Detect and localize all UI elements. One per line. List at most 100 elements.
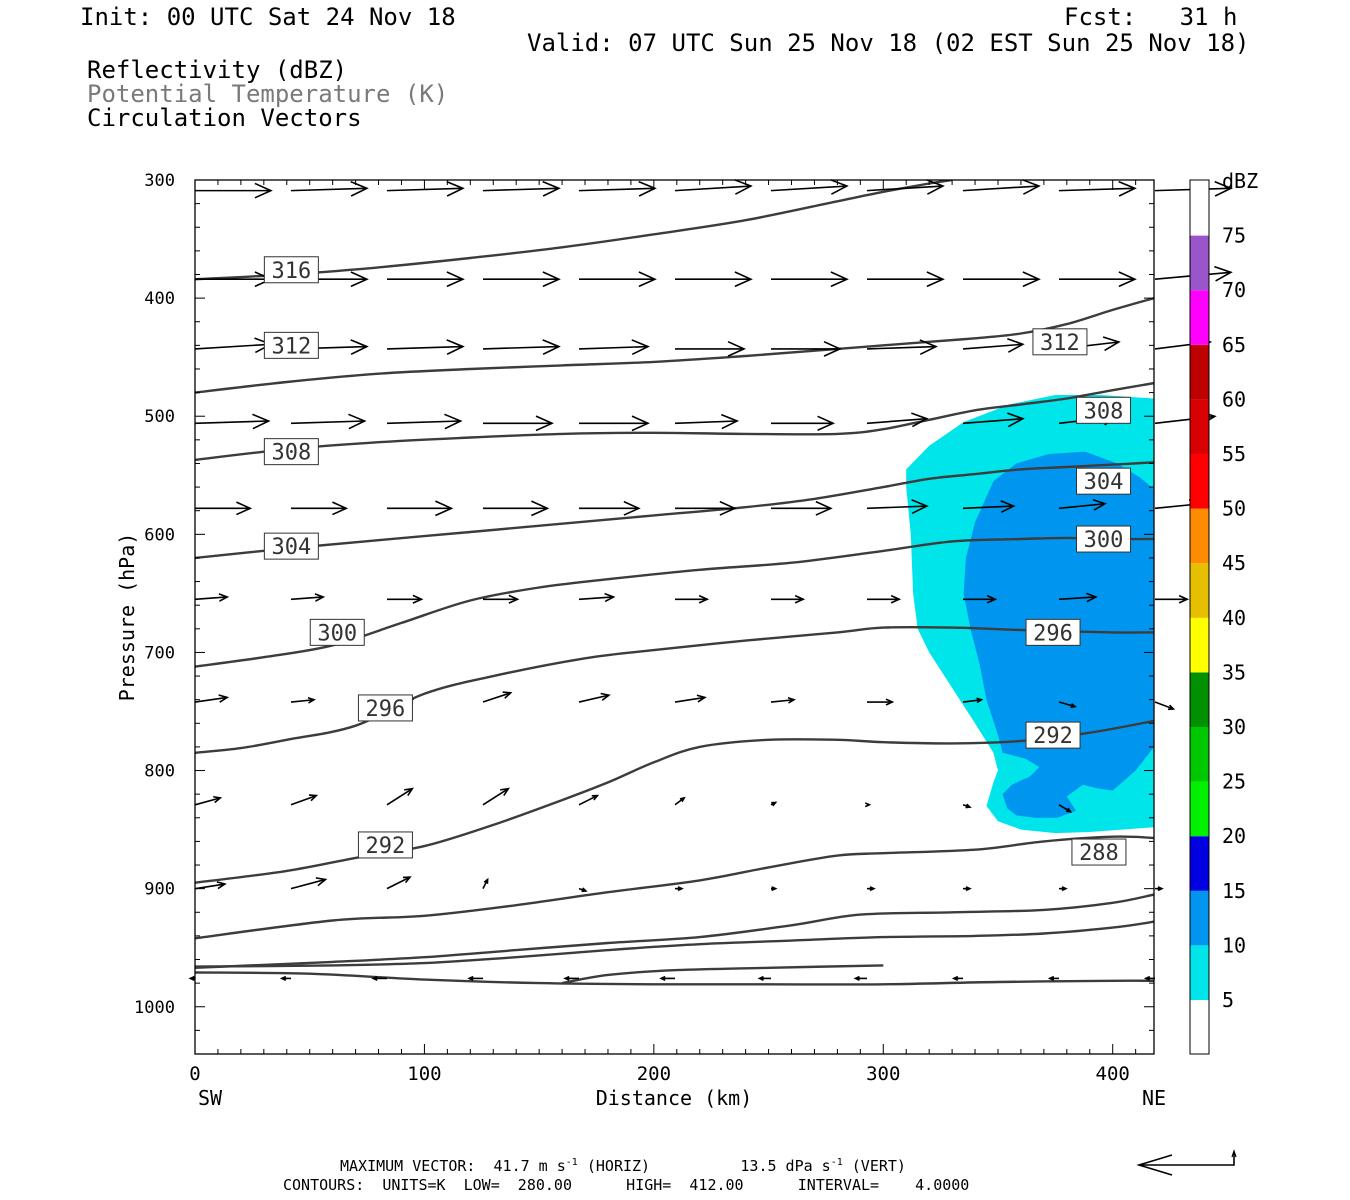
circulation-vector: [291, 501, 349, 516]
isentrope-316: [195, 180, 953, 281]
circulation-vector: [194, 795, 223, 806]
init-time: Init: 00 UTC Sat 24 Nov 18: [80, 3, 456, 31]
circulation-vector: [963, 594, 998, 604]
isentrope-label: 292: [1025, 721, 1081, 749]
circulation-vector: [675, 886, 684, 892]
circulation-vector: [563, 975, 579, 981]
circulation-vector: [579, 500, 641, 516]
colorbar-label: 40: [1222, 606, 1246, 630]
colorbar-swatch: [1190, 454, 1209, 509]
circulation-vector: [483, 500, 550, 517]
axes: 300 400 500 600 700 800 900 1000 0 100 200 300 400 SW…: [115, 171, 1166, 1110]
y-tick-label: 500: [144, 407, 175, 427]
isentrope-label: 312: [263, 331, 319, 359]
forecast-hour: Fcst: 31 h: [1064, 3, 1238, 31]
y-tick-label: 800: [144, 762, 175, 782]
circulation-vector: [951, 975, 963, 981]
isentrope-label: 296: [357, 694, 413, 722]
circulation-vector: [757, 975, 771, 981]
isentrope-label: 292: [357, 831, 413, 859]
colorbar-swatch: [1190, 781, 1209, 837]
isentrope-unlabeled: [195, 893, 1154, 969]
colorbar-swatch: [1190, 727, 1209, 782]
isentrope-label: 300: [1076, 525, 1132, 553]
circulation-vector: [194, 881, 227, 890]
colorbar-swatch: [1190, 290, 1209, 345]
colorbar-label: 35: [1222, 660, 1246, 684]
circulation-vector: [482, 787, 510, 806]
colorbar-swatch: [1190, 399, 1209, 454]
circulation-vector: [386, 876, 412, 890]
circulation-vector: [290, 593, 326, 602]
circulation-vector: [195, 501, 253, 516]
svg-text:300: 300: [317, 621, 357, 646]
circulation-vector: [290, 794, 319, 806]
circulation-vector: [386, 180, 465, 197]
colorbar-label: 75: [1222, 224, 1246, 248]
circulation-vector: [770, 801, 778, 807]
plot-frame: [194, 179, 1155, 1055]
circulation-vector: [579, 415, 650, 432]
y-tick-label: 1000: [134, 998, 175, 1018]
circulation-vector: [194, 337, 273, 354]
circulation-vector: [371, 975, 387, 981]
circulation-vector: [483, 594, 520, 604]
x-end-label-right: NE: [1142, 1086, 1166, 1110]
circulation-vector: [770, 696, 796, 704]
colorbar-label: 65: [1222, 333, 1246, 357]
colorbar-label: 30: [1222, 715, 1246, 739]
svg-text:296: 296: [366, 697, 406, 722]
colorbar-label: 25: [1222, 770, 1246, 794]
circulation-vector: [963, 886, 972, 892]
isentrope-labels: 316 312 308 304 300 296 292 312 308 304 300 296 292 2…: [263, 256, 1132, 866]
svg-text:308: 308: [1084, 399, 1124, 424]
circulation-vector: [1058, 498, 1107, 511]
circulation-vector: [483, 415, 554, 432]
isentrope-unlabeled: [195, 920, 1154, 968]
isentrope-label: 288: [1071, 838, 1127, 866]
svg-text:292: 292: [366, 834, 406, 859]
circulation-vector: [962, 337, 1025, 353]
isentrope-label: 296: [1025, 618, 1081, 646]
units-exp: -1: [830, 1157, 843, 1168]
circulation-vector: [1058, 804, 1073, 813]
valid-time: Valid: 07 UTC Sun 25 Nov 18 (02 EST Sun …: [527, 29, 1250, 57]
isentrope-unlabeled: [195, 835, 1154, 940]
circulation-vector: [188, 975, 195, 981]
circulation-vector: [675, 340, 746, 357]
svg-text:308: 308: [271, 441, 311, 466]
circulation-vector: [866, 412, 929, 428]
isentrope-label: 300: [309, 618, 365, 646]
colorbar-border: [1189, 179, 1210, 1055]
isentrope-304: [195, 461, 1154, 560]
circulation-vector: [1059, 886, 1068, 892]
circulation-vector: [387, 594, 424, 604]
units-exp: -1: [565, 1157, 578, 1168]
colorbar-swatch: [1190, 672, 1209, 727]
circulation-vector: [195, 271, 273, 288]
circulation-vector: [674, 694, 707, 703]
svg-text:304: 304: [271, 535, 311, 560]
svg-text:312: 312: [1040, 331, 1080, 356]
isentrope-label: 304: [263, 532, 319, 560]
circulation-vector: [578, 692, 611, 703]
isentrope-label: 308: [263, 438, 319, 466]
circulation-vector: [674, 413, 740, 430]
svg-text:288: 288: [1079, 841, 1119, 866]
horiz-suffix: (HORIZ): [577, 1157, 651, 1175]
colorbar-title: dBZ: [1222, 169, 1258, 193]
circulation-vector: [482, 339, 561, 355]
circulation-vector: [1047, 975, 1059, 981]
circulation-vector: [1058, 592, 1098, 603]
colorbar-swatch: [1190, 508, 1209, 564]
circulation-vector: [290, 413, 367, 430]
circulation-vector: [866, 179, 945, 195]
colorbar-label: 5: [1222, 988, 1234, 1012]
svg-text:312: 312: [271, 334, 311, 359]
circulation-vector: [578, 592, 616, 603]
circulation-vector: [675, 271, 753, 288]
colorbar-swatch: [1190, 617, 1209, 673]
x-end-label-left: SW: [198, 1086, 223, 1110]
colorbar-label: 20: [1222, 824, 1246, 848]
